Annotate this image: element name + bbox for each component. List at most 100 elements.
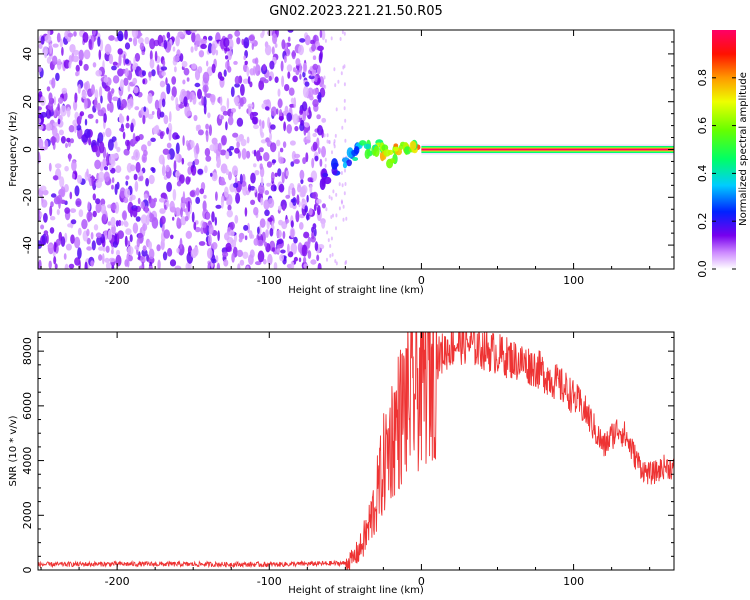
noise-cell <box>169 200 175 213</box>
noise-cell <box>267 253 273 266</box>
noise-cell <box>239 173 243 185</box>
noise-cell <box>233 96 240 104</box>
noise-cell <box>95 69 102 77</box>
noise-cell <box>148 71 152 78</box>
noise-cell <box>185 262 190 269</box>
noise-cell <box>306 194 309 203</box>
noise-cell <box>67 32 74 38</box>
noise-cell <box>244 60 248 65</box>
noise-cell <box>303 256 307 264</box>
noise-cell <box>169 111 172 123</box>
noise-cell <box>209 94 216 103</box>
noise-cell <box>324 84 327 89</box>
noise-cell <box>140 201 145 210</box>
noise-cell <box>172 216 175 221</box>
noise-cell <box>117 97 121 110</box>
noise-cell <box>208 234 212 246</box>
noise-cell <box>93 224 99 231</box>
noise-cell <box>108 153 116 165</box>
noise-cell <box>163 229 170 239</box>
ridge-cell <box>353 146 360 155</box>
noise-cell <box>271 220 275 231</box>
noise-cell <box>161 98 166 108</box>
noise-cell <box>276 248 281 253</box>
noise-cell <box>345 216 348 221</box>
noise-cell <box>92 210 97 218</box>
noise-cell <box>70 234 75 244</box>
noise-cell <box>68 125 75 133</box>
noise-cell <box>243 55 246 61</box>
ridge-cell <box>393 146 399 152</box>
noise-cell <box>198 50 205 58</box>
noise-cell <box>257 226 260 235</box>
noise-cell <box>299 109 304 115</box>
noise-cell <box>264 209 270 217</box>
noise-cell <box>84 261 88 269</box>
noise-cell <box>236 37 241 45</box>
noise-cell <box>263 152 270 162</box>
noise-cell <box>66 106 71 118</box>
noise-cell <box>176 217 180 226</box>
noise-cell <box>258 79 265 91</box>
noise-cell <box>182 135 185 146</box>
noise-cell <box>247 76 251 85</box>
noise-cell <box>306 212 309 221</box>
noise-cell <box>312 223 317 230</box>
noise-cell <box>249 81 253 88</box>
noise-cell <box>77 84 81 94</box>
noise-cell <box>251 42 254 50</box>
noise-cell <box>324 163 327 168</box>
noise-cell <box>241 148 247 160</box>
noise-cell <box>253 124 259 130</box>
noise-cell <box>251 116 258 125</box>
noise-cell <box>217 142 222 152</box>
noise-cell <box>227 66 232 73</box>
noise-cell <box>304 34 311 46</box>
noise-cell <box>107 139 114 151</box>
noise-cell <box>164 204 167 210</box>
noise-cell <box>283 55 287 63</box>
snr-frame <box>37 331 675 571</box>
noise-cell <box>202 71 210 84</box>
noise-cell <box>236 117 244 127</box>
noise-cell <box>280 249 286 254</box>
noise-cell <box>319 158 323 167</box>
noise-cell <box>132 207 138 218</box>
noise-cell <box>231 252 235 263</box>
noise-cell <box>53 122 59 127</box>
noise-cell <box>291 187 296 197</box>
noise-cell <box>333 67 336 72</box>
noise-cell <box>316 205 321 216</box>
noise-cell <box>111 224 116 235</box>
noise-cell <box>86 211 93 222</box>
noise-cell <box>342 65 345 70</box>
noise-cell <box>86 168 89 178</box>
noise-cell <box>247 222 250 234</box>
noise-cell <box>266 182 271 187</box>
noise-cell <box>219 180 227 186</box>
noise-cell <box>276 139 281 147</box>
noise-cell <box>197 88 202 100</box>
noise-cell <box>279 254 284 262</box>
noise-cell <box>116 181 120 190</box>
noise-cell <box>238 237 243 243</box>
noise-cell <box>130 122 134 133</box>
noise-cell <box>163 39 168 50</box>
noise-cell <box>86 228 90 237</box>
ridge-cell <box>352 157 359 161</box>
noise-cell <box>129 234 133 243</box>
y-tick-label: 0 <box>21 146 34 153</box>
noise-cell <box>263 79 269 84</box>
noise-cell <box>323 75 326 80</box>
noise-cell <box>197 168 204 175</box>
noise-cell <box>202 221 207 229</box>
noise-cell <box>191 211 195 223</box>
noise-cell <box>158 98 162 110</box>
noise-cell <box>174 207 181 217</box>
noise-cell <box>73 100 78 111</box>
noise-cell <box>341 125 344 130</box>
noise-cell <box>234 83 241 88</box>
noise-cell <box>223 259 229 267</box>
noise-cell <box>319 30 323 39</box>
noise-cell <box>57 103 60 111</box>
